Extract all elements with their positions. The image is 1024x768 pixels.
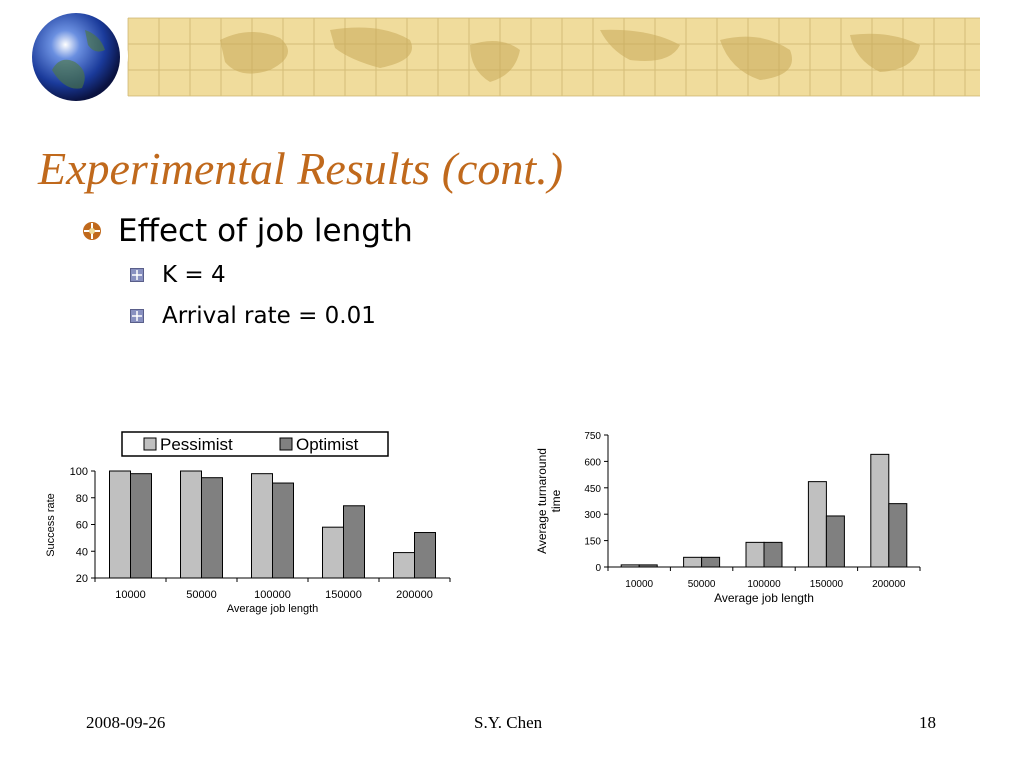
bar-optimist-50000	[701, 556, 721, 568]
y-axis-label: Success rate	[45, 493, 57, 557]
bar-pessimist-50000	[180, 470, 202, 579]
x-axis-label: Average job length	[714, 591, 814, 605]
bar-optimist-150000	[343, 505, 365, 579]
square-bullet-icon	[130, 309, 144, 323]
legend-swatch-pessimist	[143, 437, 157, 451]
y-tick-label: 60	[76, 520, 88, 532]
bullet-level1: Effect of job length	[82, 213, 413, 249]
bar-pessimist-200000	[870, 453, 890, 568]
x-tick-label: 200000	[396, 589, 433, 601]
header-banner	[32, 10, 980, 102]
globe-land	[52, 30, 105, 89]
slide-title: Experimental Results (cont.)	[38, 143, 564, 194]
bar-optimist-150000	[825, 515, 845, 568]
bar-pessimist-50000	[683, 556, 703, 568]
y-tick-label: 600	[584, 457, 601, 468]
bar-pessimist-150000	[322, 526, 344, 579]
bullet-text: Arrival rate = 0.01	[162, 303, 376, 329]
y-tick-label: 750	[584, 431, 601, 442]
bullet-text: K = 4	[162, 262, 226, 288]
y-tick-label: 100	[70, 466, 88, 478]
y-tick-label: 300	[584, 510, 601, 521]
banner-continents	[220, 27, 920, 82]
footer-author: S.Y. Chen	[474, 713, 543, 732]
y-tick-label: 150	[584, 537, 601, 548]
legend-swatch-optimist	[279, 437, 293, 451]
bar-pessimist-100000	[745, 541, 765, 568]
y-axis-label: Average turnaroundtime	[535, 448, 563, 554]
y-tick-label: 450	[584, 484, 601, 495]
x-tick-label: 10000	[625, 579, 653, 590]
success-rate-chart: 20 40 60 80 100 10000 50000 100000 150000 200000 A…	[45, 431, 451, 615]
bar-pessimist-200000	[393, 552, 415, 579]
bar-optimist-10000	[130, 473, 152, 579]
bullet-level2: K = 4	[130, 262, 226, 288]
legend-label-optimist: Optimist	[296, 435, 359, 454]
x-tick-label: 150000	[325, 589, 362, 601]
turnaround-time-chart: 0 150 300 450 600 750 10000 50000 100000 150000 20…	[535, 431, 921, 605]
x-tick-label: 150000	[810, 579, 844, 590]
bar-optimist-200000	[888, 503, 908, 568]
x-tick-label: 200000	[872, 579, 906, 590]
y-tick-label: 40	[76, 546, 88, 558]
bar-pessimist-150000	[807, 481, 827, 568]
square-bullet-icon	[130, 268, 144, 282]
x-axis-label: Average job length	[227, 603, 319, 615]
bar-optimist-200000	[414, 532, 436, 579]
circle-cross-bullet-icon	[83, 222, 101, 240]
x-tick-label: 50000	[186, 589, 217, 601]
x-tick-label: 100000	[254, 589, 291, 601]
globe-icon	[32, 13, 120, 101]
x-tick-label: 10000	[115, 589, 146, 601]
bullet-text: Effect of job length	[118, 213, 413, 249]
bar-optimist-100000	[763, 541, 783, 568]
x-tick-label: 100000	[747, 579, 781, 590]
footer-date: 2008-09-26	[86, 713, 166, 732]
y-tick-label: 20	[76, 573, 88, 585]
x-tick-label: 50000	[688, 579, 716, 590]
legend-label-pessimist: Pessimist	[160, 435, 233, 454]
bar-pessimist-10000	[109, 470, 131, 579]
bar-optimist-50000	[201, 477, 223, 579]
y-tick-label: 80	[76, 493, 88, 505]
footer-page-number: 18	[919, 713, 936, 732]
bullet-level2: Arrival rate = 0.01	[130, 303, 376, 329]
legend-box	[121, 431, 389, 457]
bar-optimist-100000	[272, 482, 294, 579]
y-tick-label: 0	[595, 563, 601, 574]
bar-pessimist-100000	[251, 473, 273, 579]
bar-optimist-10000	[638, 564, 658, 568]
bar-pessimist-10000	[620, 564, 640, 568]
